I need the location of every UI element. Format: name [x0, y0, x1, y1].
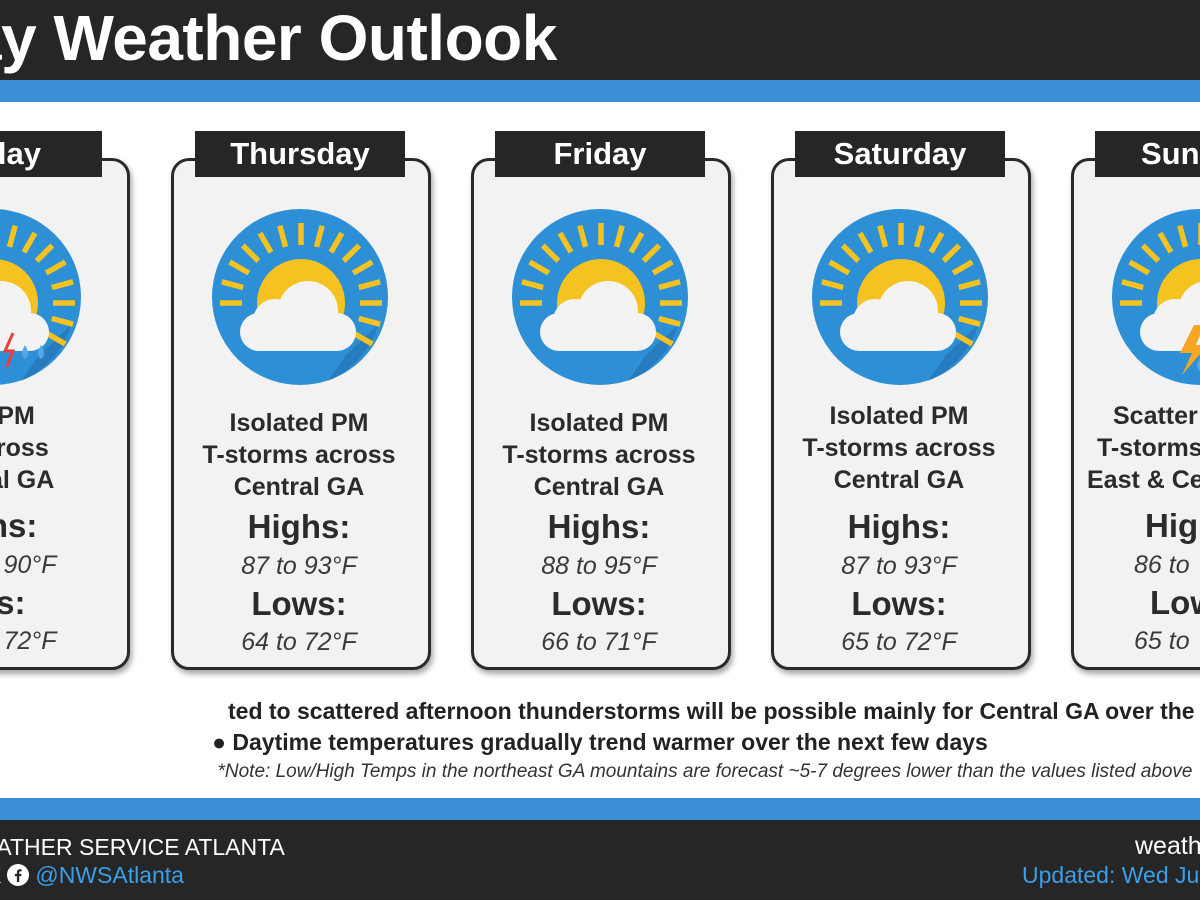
day-label: esday: [0, 131, 102, 177]
highs-label: Hig: [1145, 507, 1199, 544]
sun-cloud-icon: [808, 205, 992, 389]
conditions-line: T-storms across: [802, 434, 996, 462]
social-links: K @NWSAtlanta: [0, 862, 184, 888]
updated-timestamp: Updated: Wed Ju: [1022, 862, 1200, 888]
conditions-line: T-storms across: [202, 441, 396, 469]
highs-value: 90°F: [3, 551, 57, 579]
highs-value: 86 to: [1134, 551, 1190, 579]
conditions-line: T-storms: [1097, 434, 1200, 462]
conditions-line: s across: [0, 434, 49, 462]
mountain-temperature-note: *Note: Low/High Temps in the northeast G…: [217, 761, 1193, 782]
highs-value: 87 to 93°F: [241, 552, 357, 580]
conditions-line: Scatter: [1113, 402, 1198, 430]
lows-label: Lows:: [251, 585, 347, 622]
highs-value: 87 to 93°F: [841, 552, 957, 580]
social-handle-link[interactable]: @NWSAtlanta: [35, 861, 184, 888]
conditions-line: Isolated PM: [829, 402, 969, 430]
sun-cloud-icon: [208, 205, 392, 389]
lows-value: 64 to 72°F: [241, 628, 357, 656]
conditions-line: T-storms across: [502, 441, 696, 469]
summary-bullet: ted to scattered afternoon thunderstorms…: [228, 698, 1200, 724]
conditions-line: Central GA: [833, 466, 965, 494]
highs-label: Highs:: [547, 508, 651, 545]
organization-name: L WEATHER SERVICE ATLANTA: [0, 834, 285, 860]
social-fragment: K: [0, 862, 1, 889]
lows-value: 65 to 72°F: [841, 628, 957, 656]
day-label: Sun: [1095, 131, 1200, 177]
lows-label: Lows:: [851, 585, 947, 622]
conditions-line: Isolated PM: [229, 409, 369, 437]
forecast-area: esday ed PM s across entral GA ighs: 90°…: [0, 102, 1200, 798]
footer-bar: L WEATHER SERVICE ATLANTA K @NWSAtlanta …: [0, 820, 1200, 900]
summary-bullet: ● Daytime temperatures gradually trend w…: [212, 729, 988, 755]
sun-cloud-icon: [508, 205, 692, 389]
lows-label: ws:: [0, 584, 26, 621]
sun-cloud-lightning-icon: [1108, 205, 1200, 389]
header-accent-bar: [0, 80, 1200, 102]
lows-value: 66 to 71°F: [541, 628, 657, 656]
lows-value: 65 to: [1134, 627, 1190, 655]
lows-label: Low: [1150, 584, 1200, 621]
conditions-line: Isolated PM: [529, 409, 669, 437]
sun-cloud-rain-icon: [0, 205, 85, 389]
conditions-line: entral GA: [0, 466, 55, 494]
facebook-icon[interactable]: [7, 864, 30, 886]
highs-label: Highs:: [847, 508, 951, 545]
highs-label: Highs:: [247, 508, 351, 545]
footer-accent-bar: [0, 798, 1200, 820]
day-label: Saturday: [795, 131, 1005, 177]
website-link[interactable]: weath: [1135, 832, 1200, 860]
day-label: Thursday: [195, 131, 405, 177]
lows-value: 72°F: [3, 627, 57, 655]
conditions-line: ed PM: [0, 402, 35, 430]
header-bar: ay Weather Outlook: [0, 0, 1200, 80]
conditions-line: East & Ce: [1087, 466, 1200, 494]
highs-value: 88 to 95°F: [541, 552, 657, 580]
highs-label: ighs:: [0, 507, 38, 544]
conditions-line: Central GA: [533, 473, 665, 501]
page-title: ay Weather Outlook: [0, 2, 557, 74]
conditions-line: Central GA: [233, 473, 365, 501]
lows-label: Lows:: [551, 585, 647, 622]
day-label: Friday: [495, 131, 705, 177]
